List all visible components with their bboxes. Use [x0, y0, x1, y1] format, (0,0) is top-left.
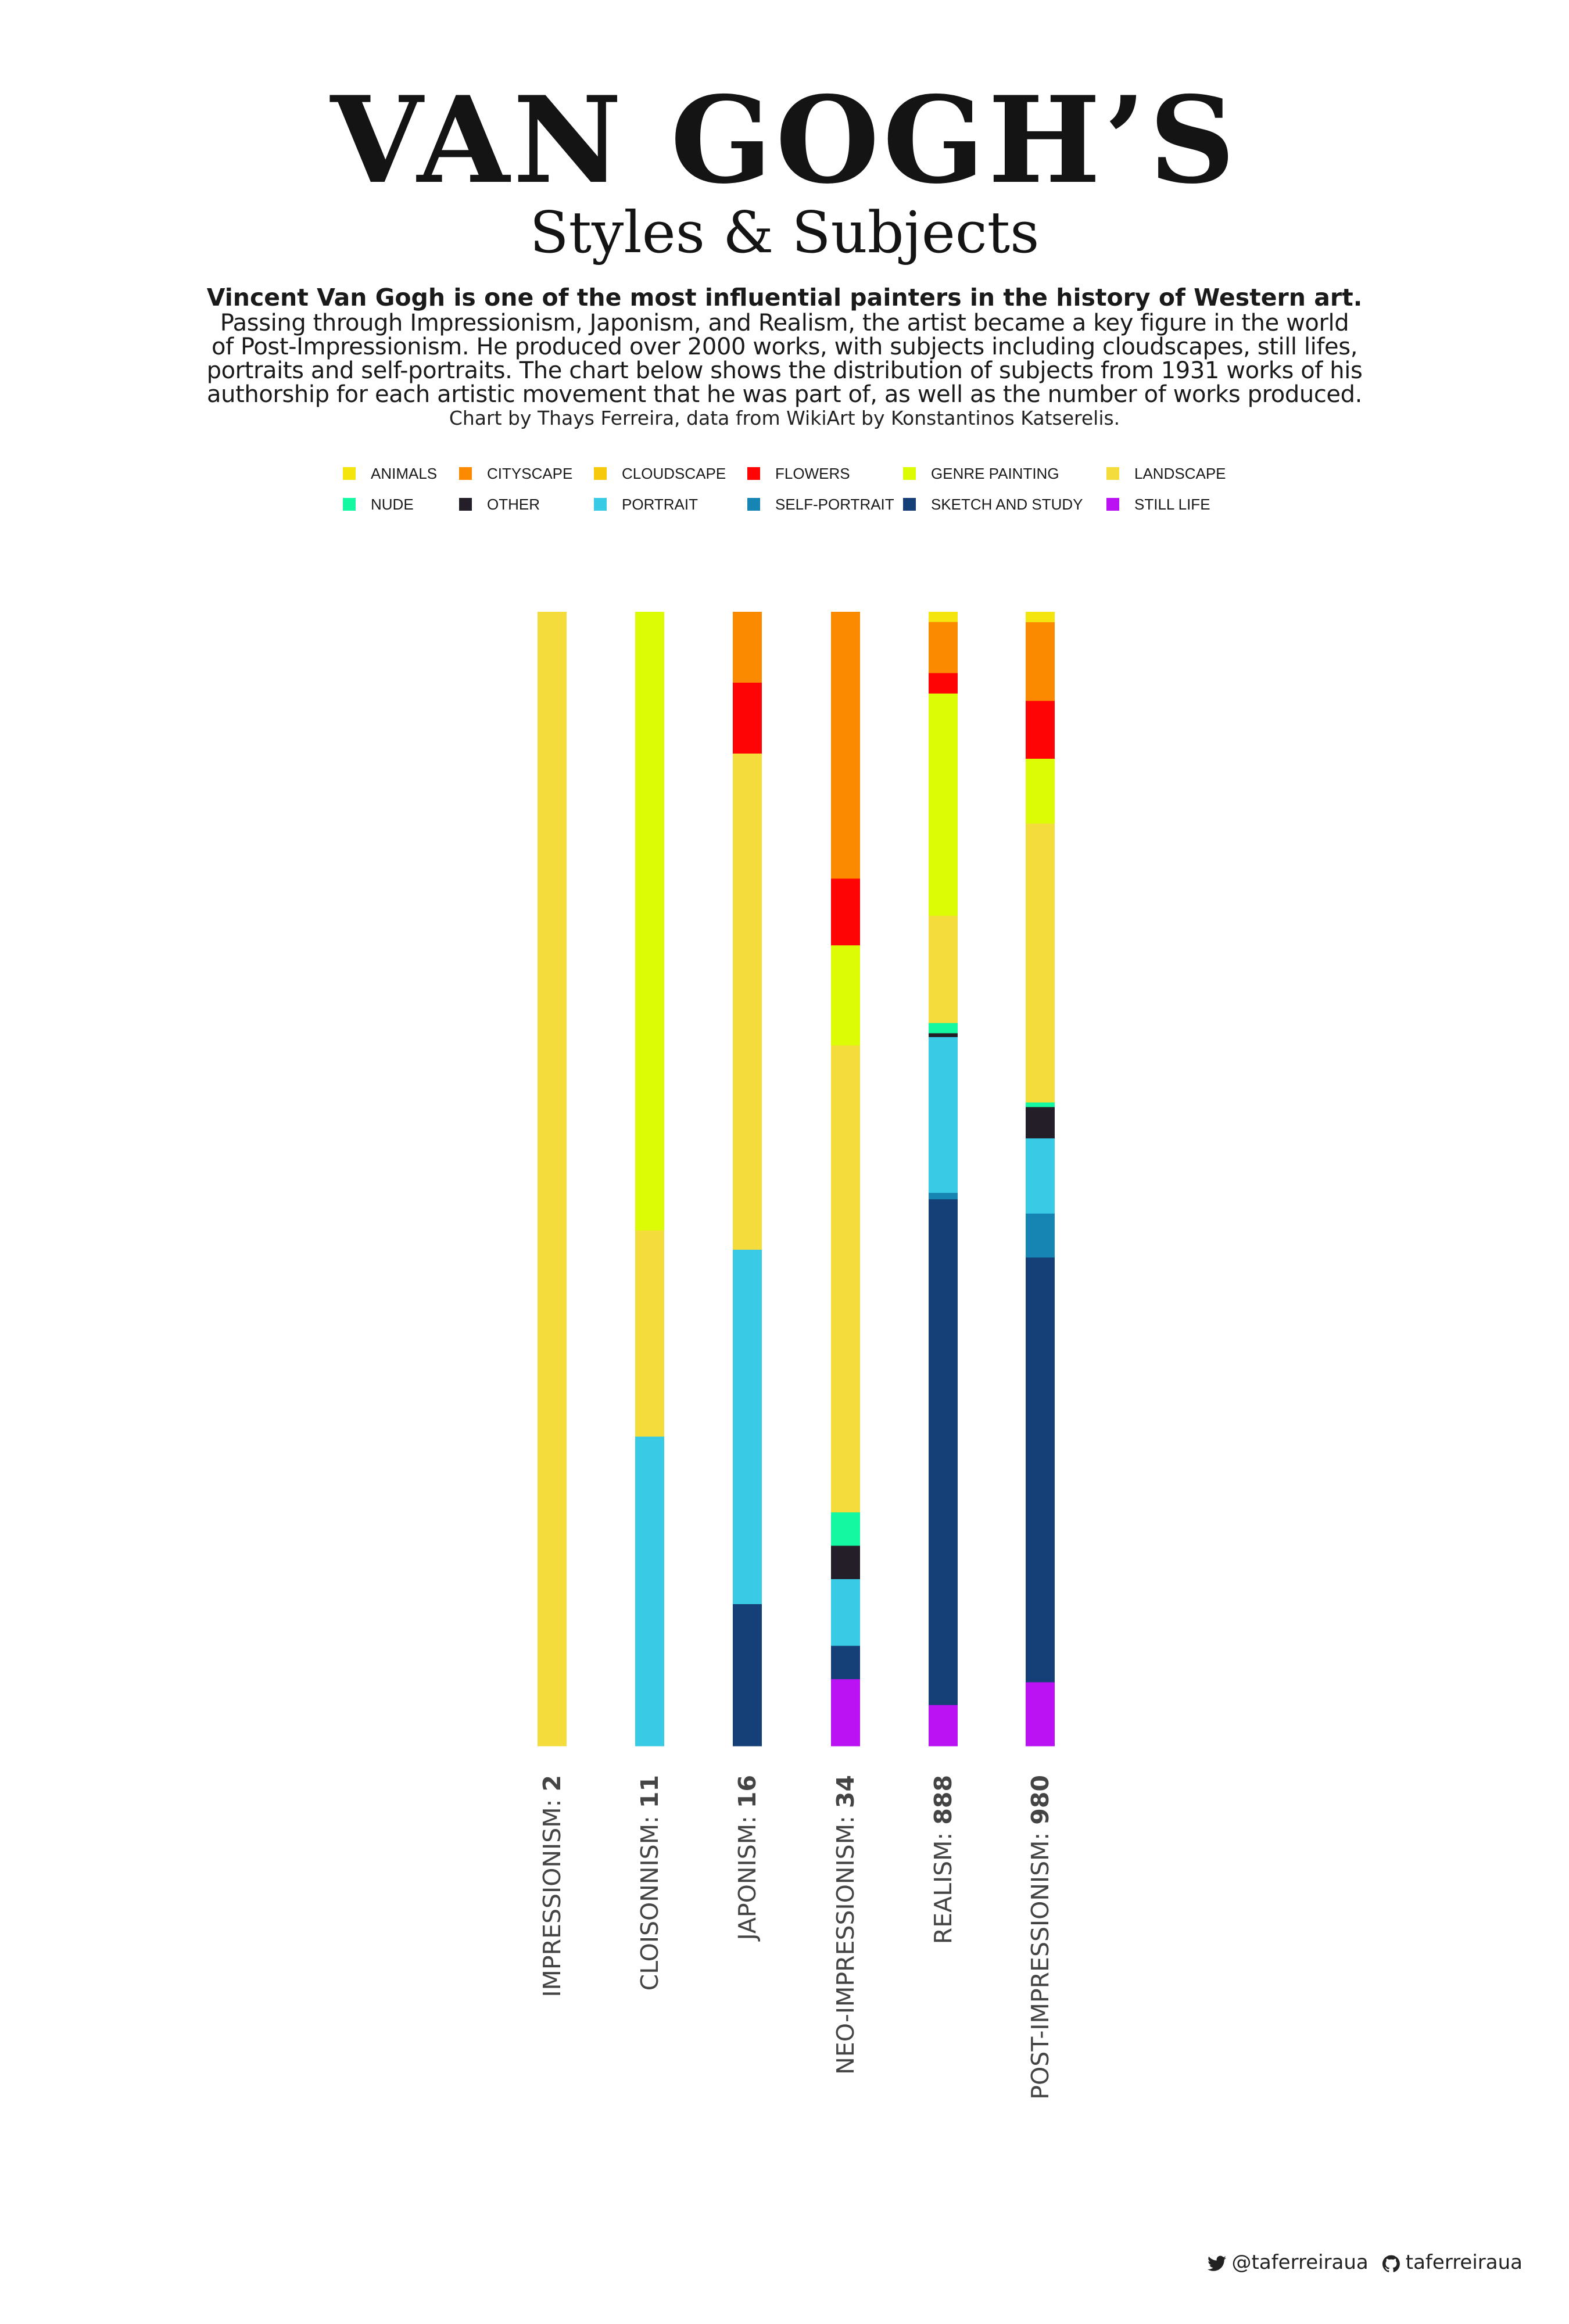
legend-label: PORTRAIT [622, 495, 698, 513]
bar-segment-realism-cityscape [929, 622, 958, 674]
bar-segment-neo-impressionism-genre-painting [831, 945, 860, 1046]
bar-segment-realism-genre-painting [929, 693, 958, 916]
legend-swatch [594, 467, 607, 480]
legend-label: ANIMALS [371, 464, 438, 482]
legend-label: LANDSCAPE [1134, 464, 1226, 482]
bar-segment-post-impressionism-sketch-and-study [1026, 1257, 1055, 1683]
legend-label: SELF-PORTRAIT [775, 495, 894, 513]
bar-segment-post-impressionism-genre-painting [1026, 758, 1055, 824]
legend-label: FLOWERS [775, 464, 850, 482]
bar-segment-post-impressionism-flowers [1026, 701, 1055, 759]
x-tick-label-neo-impressionism: NEO-IMPRESSIONISM: 34 [832, 1775, 859, 2075]
bar-segment-neo-impressionism-cityscape [831, 612, 860, 879]
bar-segment-realism-landscape [929, 916, 958, 1024]
bar-segment-post-impressionism-landscape [1026, 823, 1055, 1103]
legend-swatch [459, 498, 472, 511]
bar-segment-realism-still-life [929, 1705, 958, 1746]
github-icon [1382, 2251, 1400, 2274]
legend-item-animals: ANIMALS [343, 462, 437, 485]
bar-segment-realism-flowers [929, 673, 958, 694]
x-tick-label-japonism: JAPONISM: 16 [733, 1775, 761, 1942]
bar-segment-neo-impressionism-other [831, 1545, 860, 1580]
page-subtitle: Styles & Subjects [529, 200, 1040, 266]
legend-item-nude: NUDE [343, 493, 414, 516]
bar-segment-post-impressionism-still-life [1026, 1682, 1055, 1746]
legend-swatch [343, 467, 356, 480]
twitter-icon [1207, 2251, 1226, 2274]
legend-swatch [1106, 467, 1119, 480]
bar-segment-post-impressionism-animals [1026, 612, 1055, 623]
bar-segment-japonism-cityscape [733, 612, 762, 683]
x-tick-label-cloisonnism: CLOISONNISM: 11 [636, 1775, 664, 1991]
legend-item-sketch-and-study: SKETCH AND STUDY [903, 493, 1083, 516]
bar-segment-post-impressionism-cityscape [1026, 622, 1055, 701]
legend-label: GENRE PAINTING [931, 464, 1059, 482]
legend-item-flowers: FLOWERS [747, 462, 850, 485]
x-tick-label-realism: REALISM: 888 [929, 1775, 957, 1944]
legend-item-cityscape: CITYSCAPE [459, 462, 572, 485]
page-title: VAN GOGH’S [330, 71, 1239, 210]
legend-label: OTHER [487, 495, 540, 513]
legend-swatch [747, 498, 760, 511]
bar-segment-realism-animals [929, 612, 958, 623]
twitter-handle[interactable]: @taferreiraua [1231, 2251, 1369, 2274]
legend-item-landscape: LANDSCAPE [1106, 462, 1226, 485]
x-tick-label-post-impressionism: POST-IMPRESSIONISM: 980 [1026, 1775, 1054, 2100]
bar-segment-neo-impressionism-landscape [831, 1045, 860, 1513]
bar-segment-impressionism-landscape [538, 612, 567, 1746]
bar-segment-post-impressionism-portrait [1026, 1138, 1055, 1214]
legend-label: SKETCH AND STUDY [931, 495, 1083, 513]
bar-segment-realism-portrait [929, 1037, 958, 1193]
bar-segment-cloisonnism-genre-painting [635, 612, 664, 1231]
intro-line-4: authorship for each artistic movement th… [207, 381, 1362, 408]
intro-text: Vincent Van Gogh is one of the most infl… [174, 284, 1395, 430]
legend-item-other: OTHER [459, 493, 540, 516]
legend-swatch [1106, 498, 1119, 511]
bar-segment-neo-impressionism-still-life [831, 1679, 860, 1746]
footer: @taferreiraua taferreiraua [1207, 2251, 1523, 2274]
bar-segment-realism-self-portrait [929, 1193, 958, 1200]
bar-segment-realism-other [929, 1033, 958, 1038]
intro-line-1: Passing through Impressionism, Japonism,… [220, 310, 1349, 336]
bar-segment-japonism-flowers [733, 683, 762, 754]
chart-credit: Chart by Thays Ferreira, data from WikiA… [449, 407, 1120, 429]
bar-segment-cloisonnism-portrait [635, 1436, 664, 1746]
github-handle[interactable]: taferreiraua [1405, 2251, 1523, 2274]
legend-swatch [903, 498, 916, 511]
intro-lead: Vincent Van Gogh is one of the most infl… [206, 284, 1363, 311]
legend-swatch [459, 467, 472, 480]
legend-swatch [903, 467, 916, 480]
legend-swatch [594, 498, 607, 511]
bar-segment-cloisonnism-landscape [635, 1230, 664, 1437]
bar-segment-japonism-sketch-and-study [733, 1604, 762, 1746]
bar-segment-post-impressionism-other [1026, 1107, 1055, 1139]
legend-label: CLOUDSCAPE [622, 464, 726, 482]
bar-segment-japonism-portrait [733, 1250, 762, 1605]
bar-segment-neo-impressionism-flowers [831, 878, 860, 946]
legend-label: STILL LIFE [1134, 495, 1210, 513]
legend-item-genre-painting: GENRE PAINTING [903, 462, 1059, 485]
legend-swatch [343, 498, 356, 511]
bar-segment-post-impressionism-nude [1026, 1102, 1055, 1108]
legend-label: CITYSCAPE [487, 464, 573, 482]
legend-item-portrait: PORTRAIT [594, 493, 698, 516]
bar-segment-realism-sketch-and-study [929, 1199, 958, 1706]
bar-segment-neo-impressionism-portrait [831, 1579, 860, 1647]
legend-item-still-life: STILL LIFE [1106, 493, 1210, 516]
x-tick-label-impressionism: IMPRESSIONISM: 2 [538, 1775, 566, 1997]
legend-swatch [747, 467, 760, 480]
bar-segment-neo-impressionism-sketch-and-study [831, 1645, 860, 1680]
bar-segment-neo-impressionism-nude [831, 1512, 860, 1547]
bar-segment-post-impressionism-self-portrait [1026, 1213, 1055, 1258]
intro-line-2: of Post-Impressionism. He produced over … [211, 333, 1358, 360]
legend-item-self-portrait: SELF-PORTRAIT [747, 493, 894, 516]
chart-legend: ANIMALS CITYSCAPE CLOUDSCAPE FLOWERS GENRE P… [343, 462, 1284, 532]
bar-segment-realism-nude [929, 1023, 958, 1034]
intro-line-3: portraits and self-portraits. The chart … [206, 357, 1363, 384]
legend-item-cloudscape: CLOUDSCAPE [594, 462, 726, 485]
legend-label: NUDE [371, 495, 414, 513]
bar-segment-japonism-landscape [733, 754, 762, 1250]
